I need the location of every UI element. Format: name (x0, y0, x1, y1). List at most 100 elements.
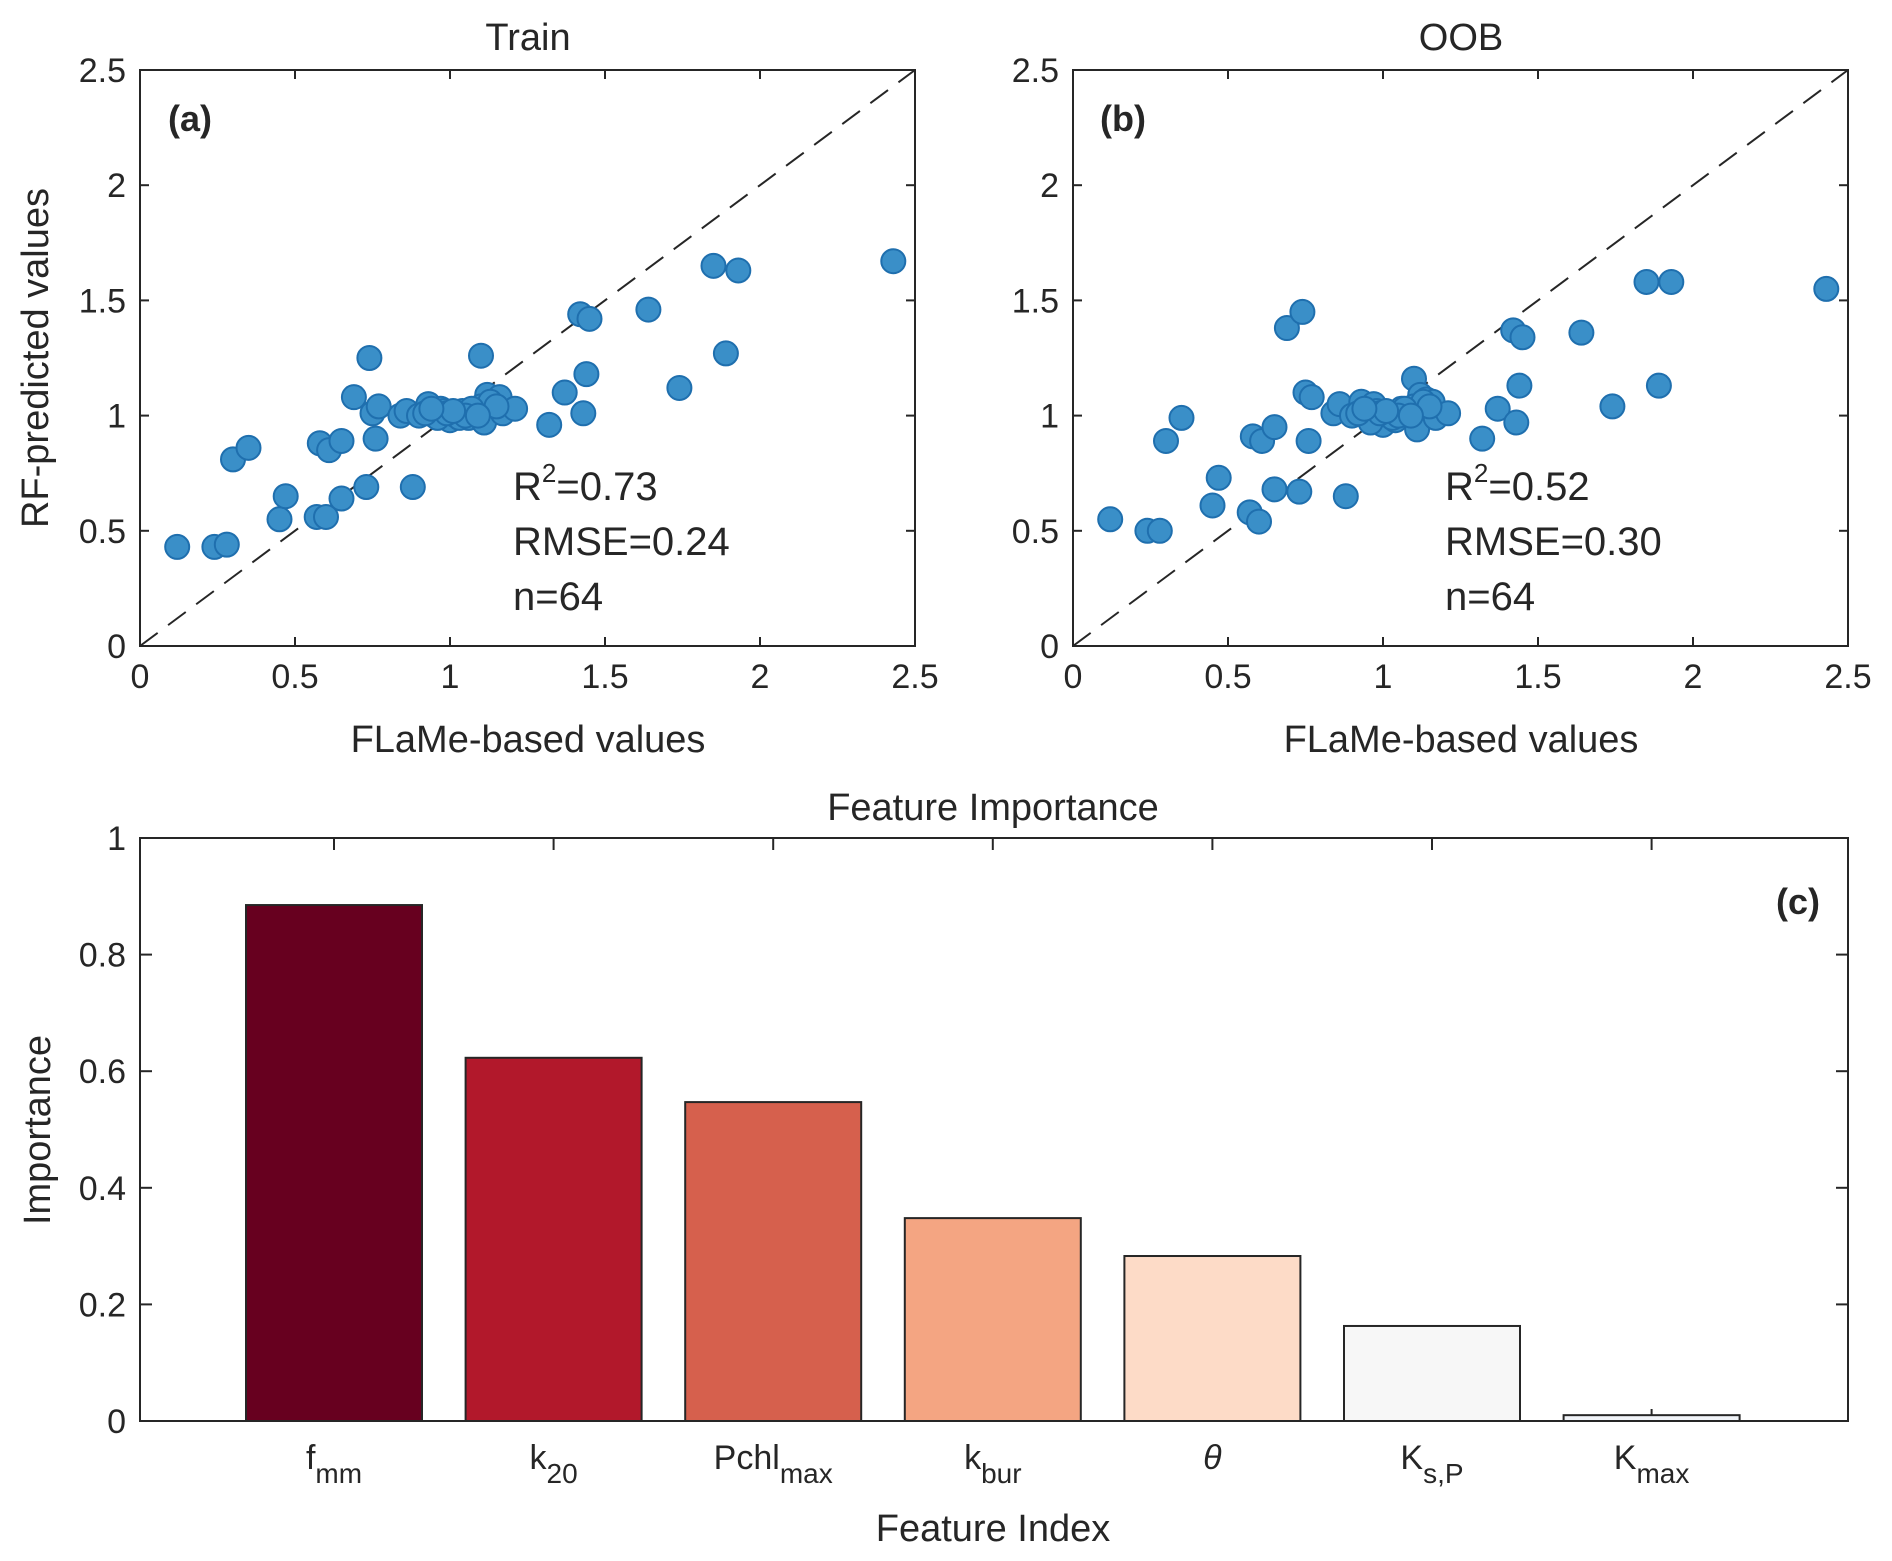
bar (903, 1217, 1082, 1422)
data-point (666, 374, 693, 401)
data-point (1506, 372, 1533, 399)
category-label: k20 (530, 1439, 578, 1489)
data-point (272, 483, 299, 510)
y-tick-label: 0.5 (1012, 513, 1059, 551)
category-label: Ks,P (1400, 1439, 1463, 1489)
data-point (235, 434, 262, 461)
category-base: Pchl (714, 1439, 780, 1477)
data-point (551, 379, 578, 406)
data-point (1813, 275, 1840, 302)
y-tick-label: 1 (107, 820, 126, 858)
category-base: k (530, 1439, 548, 1477)
category-base: θ (1203, 1439, 1222, 1477)
y-tick-label: 1 (107, 398, 126, 436)
x-tick-label: 1 (1374, 658, 1393, 696)
data-point (880, 248, 907, 275)
panel-b-points (1097, 268, 1840, 544)
data-point (1153, 427, 1179, 454)
panel-b-r2-sup: 2 (1474, 458, 1488, 488)
data-point (1298, 384, 1325, 411)
category-subscript: 20 (547, 1458, 578, 1489)
x-tick-label: 2 (1684, 658, 1703, 696)
panel-c-title: Feature Importance (827, 787, 1159, 829)
panel-c-xlabel: Feature Index (876, 1508, 1110, 1550)
y-tick-label: 1.5 (1012, 282, 1059, 320)
category-base: k (964, 1439, 982, 1477)
category-base: K (1400, 1439, 1423, 1477)
data-point (356, 345, 383, 371)
data-point (365, 393, 392, 420)
data-point (1286, 478, 1313, 505)
panel-c-ylabel: Importance (17, 1035, 59, 1225)
data-point (712, 340, 739, 367)
bar (464, 1056, 643, 1423)
bar (1343, 1324, 1521, 1422)
data-point (468, 342, 494, 369)
data-point (1295, 427, 1322, 454)
data-point (1199, 492, 1226, 519)
data-point (1261, 414, 1288, 441)
data-point (1645, 372, 1672, 399)
panel-a-label: (a) (168, 98, 212, 139)
y-tick-label: 1 (1040, 398, 1059, 436)
data-point (1351, 395, 1378, 422)
panel-b-r2-value: =0.52 (1488, 465, 1589, 509)
panel-b-reference-line (1072, 69, 1849, 647)
scatter-panel-train: Train 0 0.5 1 1.5 2 2.500.511.522.5 (a) R2=0.… (15, 17, 939, 761)
panel-b-xlabel: FLaMe-based values (1284, 719, 1639, 761)
panel-b-r2: R2=0.52 (1445, 458, 1590, 509)
data-point (1484, 395, 1511, 422)
category-label: kbur (964, 1439, 1021, 1489)
y-tick-label: 0.8 (79, 937, 126, 975)
data-point (573, 361, 600, 388)
data-point (1097, 506, 1124, 533)
data-point (1509, 324, 1536, 351)
data-point (164, 533, 191, 560)
data-point (1246, 508, 1272, 535)
category-base: K (1614, 1439, 1637, 1477)
panel-a-rmse: RMSE=0.24 (513, 520, 730, 564)
bar (684, 1101, 863, 1422)
category-subscript: s,P (1423, 1458, 1463, 1489)
bar (1123, 1255, 1302, 1422)
y-tick-label: 0.4 (79, 1170, 126, 1208)
category-subscript: mm (315, 1458, 362, 1489)
x-tick-label: 0.5 (271, 658, 318, 696)
panel-a-r2-value: =0.73 (556, 465, 657, 509)
data-point (1373, 397, 1400, 424)
category-label: fmm (306, 1439, 362, 1489)
category-label: Pchlmax (714, 1439, 833, 1489)
bar (245, 904, 423, 1422)
panel-a-xlabel: FLaMe-based values (351, 719, 706, 761)
data-point (635, 296, 662, 323)
data-point (213, 531, 240, 558)
data-point (1146, 517, 1173, 544)
data-point (1261, 476, 1288, 503)
data-point (418, 395, 445, 422)
data-point (700, 252, 727, 279)
panel-c-label: (c) (1776, 881, 1820, 922)
data-point (353, 474, 380, 501)
panel-c-ticks: 0 0.2 0.4 0.6 0.8 1 (79, 820, 1848, 1441)
data-point (536, 411, 563, 438)
y-tick-label: 0 (107, 628, 126, 666)
category-subscript: max (1636, 1458, 1689, 1489)
y-tick-label: 0.6 (79, 1053, 126, 1091)
data-point (1289, 298, 1316, 325)
panel-b-axes-box (1072, 69, 1849, 647)
y-tick-label: 0.2 (79, 1286, 126, 1324)
data-point (440, 397, 467, 424)
y-tick-label: 2.5 (79, 52, 126, 90)
data-point (576, 305, 603, 332)
y-tick-label: 2.5 (1012, 52, 1059, 90)
x-tick-label: 2 (751, 658, 770, 696)
data-point (1397, 402, 1424, 429)
panel-a-r2-prefix: R (513, 465, 542, 509)
data-point (1168, 404, 1195, 431)
x-tick-label: 1.5 (1514, 658, 1561, 696)
x-tick-label: 0 (1064, 658, 1083, 696)
data-point (399, 474, 426, 501)
data-point (1469, 425, 1496, 452)
panel-b-label: (b) (1100, 98, 1146, 139)
